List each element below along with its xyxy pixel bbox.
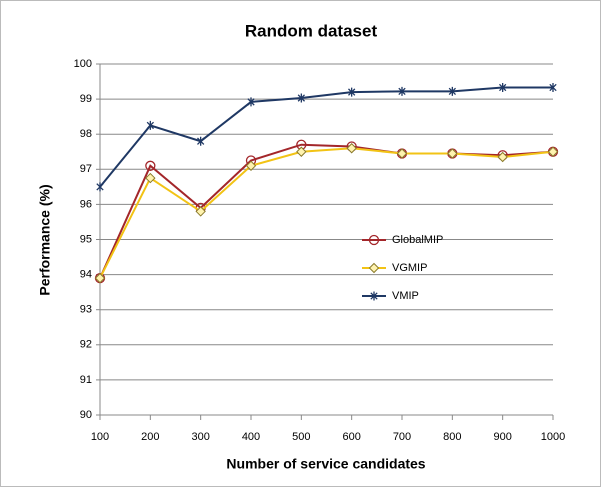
y-tick-label: 93 [80,304,92,316]
marker [348,87,356,97]
x-tick-label: 700 [393,431,411,443]
y-tick-label: 99 [80,93,92,105]
x-tick-label: 100 [91,431,109,443]
x-axis-title: Number of service candidates [226,456,425,472]
marker [195,206,206,217]
marker [368,262,380,274]
marker [346,143,357,154]
series-line [99,147,554,279]
chart-title: Random dataset [245,21,378,40]
x-tick-label: 300 [191,431,209,443]
y-tick-label: 96 [80,198,92,210]
marker [396,148,408,159]
marker [145,160,156,171]
x-tick-label: 1000 [541,431,565,443]
marker [497,151,508,163]
legend-label: GlobalMIP [392,234,443,246]
marker [547,146,559,157]
marker [398,86,406,96]
legend-label: VGMIP [392,262,427,274]
y-tick-label: 90 [80,409,92,421]
x-tick-label: 600 [342,431,360,443]
marker [94,272,106,284]
marker [146,120,154,130]
y-tick-label: 100 [74,58,92,70]
marker [247,97,255,107]
marker [245,160,257,171]
marker [549,83,557,93]
series-line [99,86,553,188]
marker [197,136,205,146]
marker [297,93,305,103]
marker [145,172,156,184]
marker [368,234,380,246]
y-tick-label: 97 [80,163,92,175]
x-tick-label: 900 [493,431,511,443]
x-tick-label: 500 [292,431,310,443]
y-tick-label: 92 [80,339,92,351]
y-tick-label: 98 [80,128,92,140]
y-axis-title: Performance (%) [37,184,53,295]
legend-label: VMIP [392,290,419,302]
y-tick-label: 94 [80,269,92,281]
marker [448,86,456,96]
x-tick-label: 200 [141,431,159,443]
x-tick-label: 800 [443,431,461,443]
x-tick-label: 400 [242,431,260,443]
marker [296,146,307,157]
marker [96,182,104,192]
marker [370,291,378,301]
marker [447,148,458,159]
marker [499,83,507,93]
y-tick-label: 95 [80,233,92,245]
y-tick-label: 91 [80,374,92,386]
